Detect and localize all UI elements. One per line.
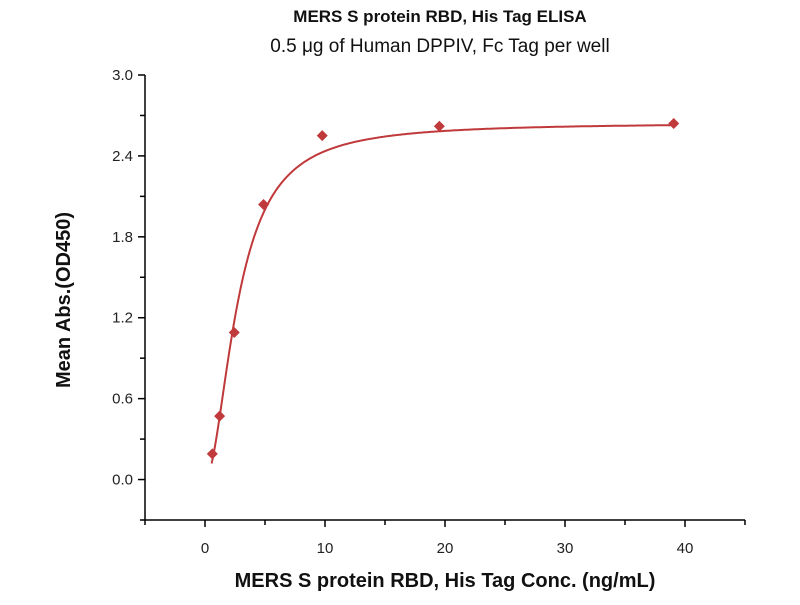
x-axis-label: MERS S protein RBD, His Tag Conc. (ng/mL… (235, 570, 656, 592)
x-tick-label: 40 (677, 540, 694, 557)
x-tick-label: 10 (317, 540, 334, 557)
y-tick-label: 1.2 (112, 310, 133, 327)
y-tick-label: 0.6 (112, 391, 133, 408)
chart-subtitle: 0.5 μg of Human DPPIV, Fc Tag per well (270, 36, 609, 57)
y-axis-label: Mean Abs.(OD450) (53, 212, 75, 388)
chart-title: MERS S protein RBD, His Tag ELISA (293, 7, 586, 26)
data-point (206, 448, 218, 460)
data-point (228, 327, 240, 339)
y-tick-label: 1.8 (112, 229, 133, 246)
y-tick-label: 2.4 (112, 148, 133, 165)
y-tick-label: 0.0 (112, 472, 133, 489)
data-point (258, 198, 270, 210)
data-point (668, 118, 680, 130)
y-tick-label: 3.0 (112, 67, 133, 84)
data-point (316, 130, 328, 142)
x-tick-label: 0 (201, 540, 209, 557)
fit-curve (210, 124, 674, 464)
x-tick-label: 20 (437, 540, 454, 557)
x-tick-label: 30 (557, 540, 574, 557)
data-point (433, 120, 445, 132)
data-point (214, 410, 226, 422)
